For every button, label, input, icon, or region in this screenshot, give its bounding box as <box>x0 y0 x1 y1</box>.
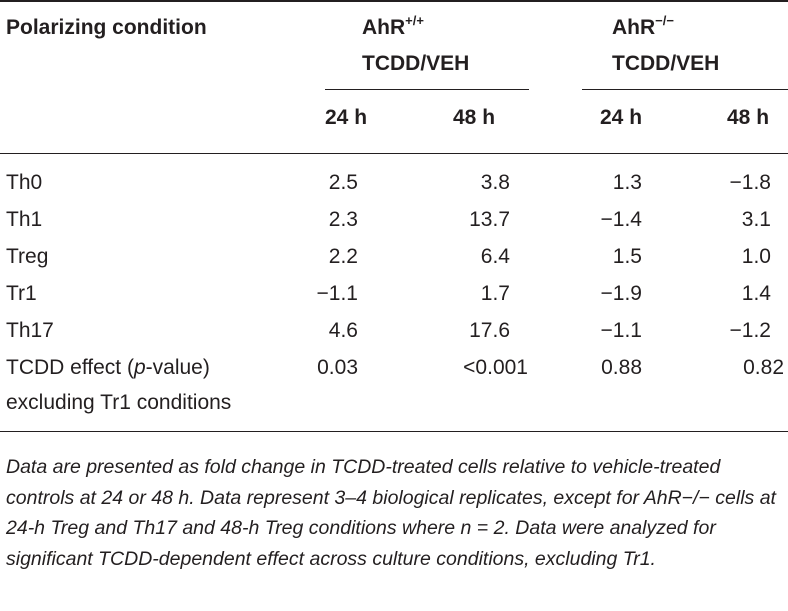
header-ahr-wt-name: AhR <box>362 16 406 39</box>
row-label: Th1 <box>6 208 43 231</box>
row-label-part: -value) <box>145 356 210 379</box>
col-header-48h-ko: 48 h <box>727 106 770 129</box>
header-ahr-wt: AhR+/+ <box>362 13 424 40</box>
col-header-24h-wt: 24 h <box>325 106 368 129</box>
cell-value: 1.7 <box>480 282 510 305</box>
table-top-rule <box>0 0 788 2</box>
header-ahr-ko-genotype: −/− <box>655 13 674 28</box>
cell-value: 0.88 <box>601 356 642 379</box>
cell-value: 13.7 <box>469 208 510 231</box>
row-label-part: TCDD effect ( <box>6 356 134 379</box>
cell-value: 3.1 <box>741 208 771 231</box>
cell-value: 2.5 <box>328 171 358 194</box>
col-header-24h-ko: 24 h <box>600 106 643 129</box>
col-header-48h-wt: 48 h <box>453 106 496 129</box>
cell-value: 2.2 <box>328 245 358 268</box>
header-ahr-ko: AhR−/− <box>612 13 674 40</box>
cell-value: 1.0 <box>741 245 771 268</box>
header-bottom-rule <box>0 153 788 154</box>
row-label: TCDD effect (p-value) <box>6 356 210 380</box>
row-label: Tr1 <box>6 282 37 305</box>
row-label-line2: excluding Tr1 conditions <box>6 391 232 414</box>
header-polarizing-condition: Polarizing condition <box>6 16 207 39</box>
cell-value: −1.2 <box>729 319 771 342</box>
header-ahr-ko-ratio: TCDD/VEH <box>612 52 720 75</box>
row-label: Th17 <box>6 319 54 342</box>
cell-value: <0.001 <box>463 356 528 379</box>
cell-value: 0.03 <box>317 356 358 379</box>
cell-value: 4.6 <box>328 319 358 342</box>
cell-value: 1.5 <box>612 245 642 268</box>
cell-value: 0.82 <box>743 356 784 379</box>
cell-value: 3.8 <box>480 171 510 194</box>
table-footnote: Data are presented as fold change in TCD… <box>6 456 776 570</box>
table-bottom-rule <box>0 431 788 432</box>
cell-value: 1.3 <box>612 171 642 194</box>
cell-value: −1.4 <box>600 208 642 231</box>
cell-value: 17.6 <box>469 319 510 342</box>
cell-value: −1.1 <box>600 319 642 342</box>
header-ahr-wt-ratio: TCDD/VEH <box>362 52 470 75</box>
cell-value: 6.4 <box>480 245 510 268</box>
row-label: Treg <box>6 245 49 268</box>
cell-value: −1.1 <box>316 282 358 305</box>
cell-value: −1.8 <box>729 171 771 194</box>
row-label: Th0 <box>6 171 43 194</box>
header-ahr-wt-genotype: +/+ <box>405 13 424 28</box>
cell-value: 2.3 <box>328 208 358 231</box>
p-symbol: p <box>133 356 146 379</box>
cell-value: 1.4 <box>741 282 771 305</box>
group1-underline <box>325 89 529 90</box>
header-ahr-ko-name: AhR <box>612 16 656 39</box>
cell-value: −1.9 <box>600 282 642 305</box>
group2-underline <box>582 89 788 90</box>
